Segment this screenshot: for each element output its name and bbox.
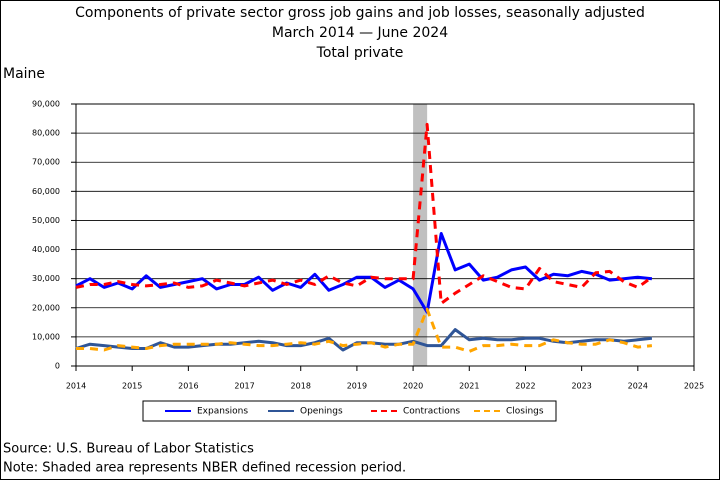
y-tick-label: 90,000: [32, 100, 60, 109]
x-tick-label: 2015: [122, 382, 142, 391]
x-tick-label: 2021: [459, 382, 479, 391]
y-tick-label: 50,000: [32, 216, 60, 225]
region-label: Maine: [3, 66, 45, 82]
series-line: [75, 328, 653, 352]
y-tick-label: 70,000: [32, 158, 60, 167]
x-tick-label: 2024: [628, 382, 648, 391]
chart-subtitle: March 2014 — June 2024: [272, 25, 448, 41]
y-tick-label: 40,000: [32, 245, 60, 254]
y-tick-label: 10,000: [32, 332, 60, 341]
x-tick-label: 2020: [403, 382, 423, 391]
note: Note: Shaded area represents NBER define…: [3, 461, 406, 476]
y-tick-label: 60,000: [32, 187, 60, 196]
chart-subtitle: Total private: [316, 45, 404, 61]
y-tick-label: 0: [55, 362, 60, 371]
x-tick-label: 2018: [291, 382, 311, 391]
legend-label: Contractions: [403, 407, 460, 417]
chart-title: Components of private sector gross job g…: [75, 5, 645, 21]
y-tick-label: 30,000: [32, 274, 60, 283]
legend-label: Closings: [506, 407, 544, 417]
source: Source: U.S. Bureau of Labor Statistics: [3, 442, 254, 457]
series-line: [75, 122, 653, 305]
y-tick-label: 80,000: [32, 129, 60, 138]
series-line: [76, 307, 653, 353]
legend-box: [142, 400, 557, 422]
x-tick-label: 2014: [66, 382, 86, 391]
plot-border: [75, 103, 695, 367]
x-tick-label: 2017: [234, 382, 254, 391]
x-tick-label: 2022: [515, 382, 535, 391]
x-tick-label: 2019: [347, 382, 367, 391]
legend-label: Expansions: [197, 407, 248, 417]
recession-band: [413, 104, 428, 366]
legend-label: Openings: [300, 407, 343, 417]
x-tick-label: 2016: [178, 382, 198, 391]
x-tick-label: 2025: [684, 382, 704, 391]
series-line: [75, 232, 653, 314]
y-tick-label: 20,000: [32, 303, 60, 312]
x-tick-label: 2023: [571, 382, 591, 391]
